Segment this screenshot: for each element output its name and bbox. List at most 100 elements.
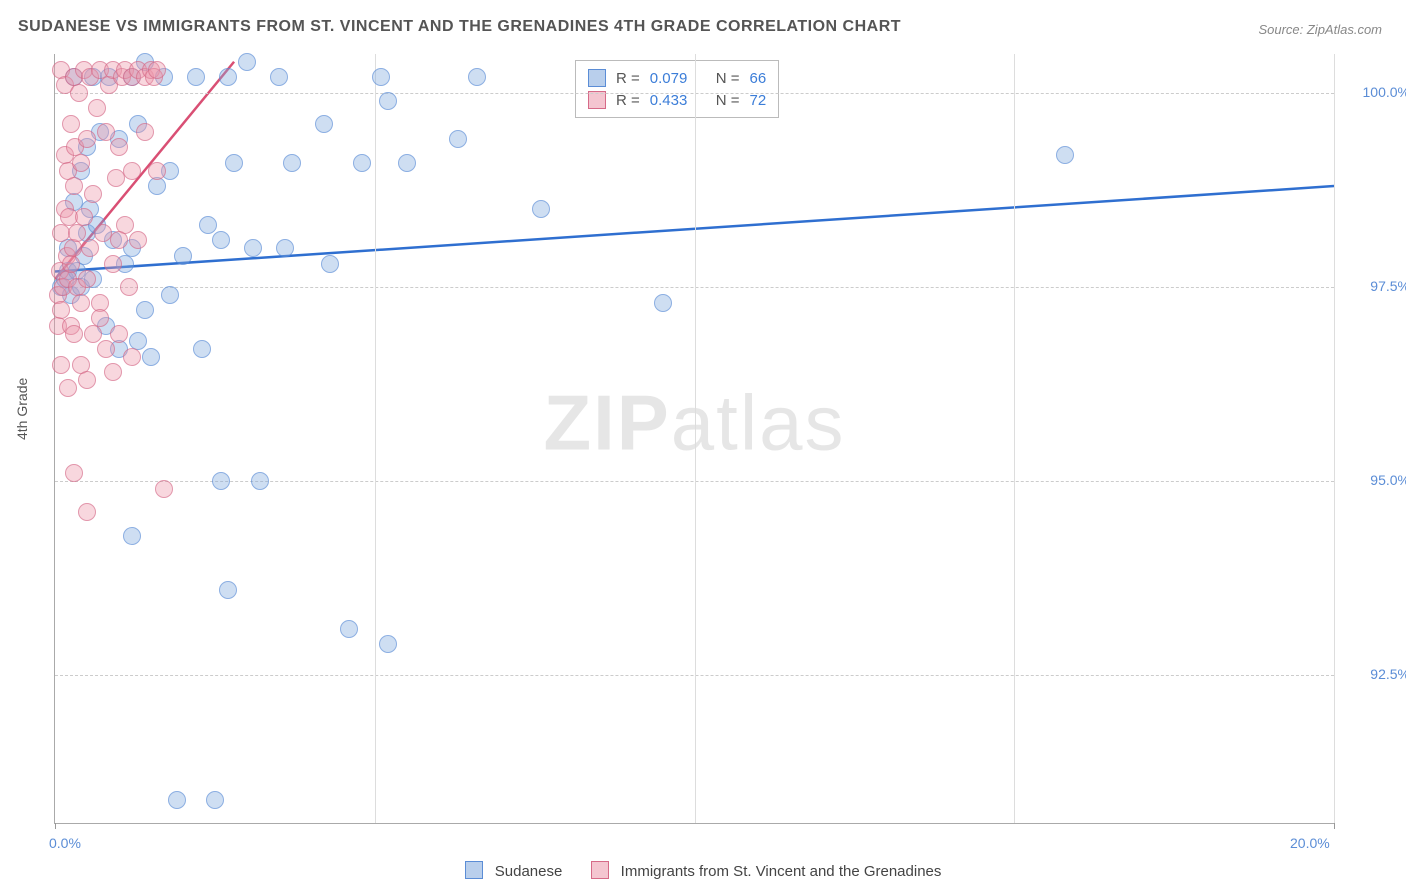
- data-point-svg_immigrants: [78, 503, 96, 521]
- data-point-sudanese: [225, 154, 243, 172]
- x-tick-label: 20.0%: [1290, 835, 1330, 851]
- data-point-sudanese: [212, 472, 230, 490]
- data-point-sudanese: [174, 247, 192, 265]
- data-point-svg_immigrants: [78, 130, 96, 148]
- y-axis-label: 4th Grade: [14, 378, 30, 440]
- data-point-svg_immigrants: [97, 123, 115, 141]
- data-point-sudanese: [136, 301, 154, 319]
- data-point-sudanese: [1056, 146, 1074, 164]
- swatch-pink-icon: [591, 861, 609, 879]
- data-point-sudanese: [654, 294, 672, 312]
- legend-row-blue: R = 0.079 N = 66: [588, 67, 766, 89]
- data-point-svg_immigrants: [65, 464, 83, 482]
- data-point-svg_immigrants: [81, 239, 99, 257]
- data-point-sudanese: [193, 340, 211, 358]
- data-point-sudanese: [340, 620, 358, 638]
- data-point-svg_immigrants: [78, 371, 96, 389]
- data-point-sudanese: [321, 255, 339, 273]
- data-point-svg_immigrants: [91, 309, 109, 327]
- series-legend: Sudanese Immigrants from St. Vincent and…: [0, 861, 1406, 880]
- data-point-sudanese: [353, 154, 371, 172]
- legend-n-label: N =: [716, 70, 740, 87]
- data-point-svg_immigrants: [120, 278, 138, 296]
- data-point-svg_immigrants: [62, 115, 80, 133]
- data-point-svg_immigrants: [148, 162, 166, 180]
- data-point-sudanese: [148, 177, 166, 195]
- data-point-svg_immigrants: [84, 185, 102, 203]
- data-point-sudanese: [206, 791, 224, 809]
- source-attribution: Source: ZipAtlas.com: [1258, 22, 1382, 37]
- watermark-text-b: atlas: [671, 379, 846, 467]
- data-point-sudanese: [251, 472, 269, 490]
- data-point-svg_immigrants: [65, 177, 83, 195]
- data-point-svg_immigrants: [104, 363, 122, 381]
- legend-n-label: N =: [716, 92, 740, 109]
- data-point-svg_immigrants: [64, 239, 82, 257]
- data-point-sudanese: [244, 239, 262, 257]
- data-point-sudanese: [168, 791, 186, 809]
- x-tick-label: 0.0%: [49, 835, 81, 851]
- data-point-svg_immigrants: [129, 231, 147, 249]
- x-tick: [55, 823, 56, 829]
- data-point-svg_immigrants: [62, 255, 80, 273]
- data-point-sudanese: [219, 68, 237, 86]
- data-point-sudanese: [142, 348, 160, 366]
- legend-n-value-blue: 66: [750, 70, 767, 87]
- data-point-sudanese: [199, 216, 217, 234]
- legend-r-label: R =: [616, 92, 640, 109]
- data-point-svg_immigrants: [70, 84, 88, 102]
- data-point-svg_immigrants: [148, 61, 166, 79]
- legend-r-value-pink: 0.433: [650, 92, 706, 109]
- data-point-sudanese: [161, 286, 179, 304]
- data-point-sudanese: [449, 130, 467, 148]
- data-point-svg_immigrants: [72, 154, 90, 172]
- data-point-sudanese: [315, 115, 333, 133]
- x-tick: [1334, 823, 1335, 829]
- gridline-vertical: [1334, 54, 1335, 823]
- data-point-svg_immigrants: [123, 162, 141, 180]
- data-point-svg_immigrants: [78, 270, 96, 288]
- swatch-blue-icon: [465, 861, 483, 879]
- data-point-svg_immigrants: [110, 325, 128, 343]
- legend-label-svg: Immigrants from St. Vincent and the Gren…: [621, 863, 942, 880]
- watermark-text-a: ZIP: [543, 379, 670, 467]
- legend-r-label: R =: [616, 70, 640, 87]
- data-point-sudanese: [379, 635, 397, 653]
- legend-label-sudanese: Sudanese: [495, 863, 563, 880]
- data-point-svg_immigrants: [110, 138, 128, 156]
- plot-area: ZIPatlas R = 0.079 N = 66 R = 0.433 N = …: [54, 54, 1334, 824]
- data-point-sudanese: [372, 68, 390, 86]
- legend-r-value-blue: 0.079: [650, 70, 706, 87]
- y-tick-label: 100.0%: [1346, 84, 1406, 100]
- data-point-svg_immigrants: [155, 480, 173, 498]
- data-point-svg_immigrants: [110, 231, 128, 249]
- y-tick-label: 95.0%: [1346, 472, 1406, 488]
- chart-title: SUDANESE VS IMMIGRANTS FROM ST. VINCENT …: [18, 18, 901, 36]
- data-point-svg_immigrants: [59, 379, 77, 397]
- correlation-legend: R = 0.079 N = 66 R = 0.433 N = 72: [575, 60, 779, 118]
- data-point-sudanese: [270, 68, 288, 86]
- swatch-blue-icon: [588, 69, 606, 87]
- data-point-svg_immigrants: [136, 123, 154, 141]
- data-point-sudanese: [379, 92, 397, 110]
- y-tick-label: 92.5%: [1346, 666, 1406, 682]
- data-point-sudanese: [398, 154, 416, 172]
- data-point-svg_immigrants: [68, 224, 86, 242]
- data-point-svg_immigrants: [52, 356, 70, 374]
- data-point-sudanese: [468, 68, 486, 86]
- data-point-sudanese: [532, 200, 550, 218]
- data-point-svg_immigrants: [75, 208, 93, 226]
- data-point-svg_immigrants: [123, 348, 141, 366]
- data-point-sudanese: [283, 154, 301, 172]
- data-point-svg_immigrants: [88, 99, 106, 117]
- gridline-vertical: [375, 54, 376, 823]
- data-point-sudanese: [212, 231, 230, 249]
- gridline-vertical: [695, 54, 696, 823]
- data-point-svg_immigrants: [72, 294, 90, 312]
- data-point-sudanese: [238, 53, 256, 71]
- data-point-svg_immigrants: [104, 255, 122, 273]
- data-point-sudanese: [219, 581, 237, 599]
- data-point-sudanese: [123, 527, 141, 545]
- data-point-svg_immigrants: [84, 325, 102, 343]
- data-point-svg_immigrants: [65, 325, 83, 343]
